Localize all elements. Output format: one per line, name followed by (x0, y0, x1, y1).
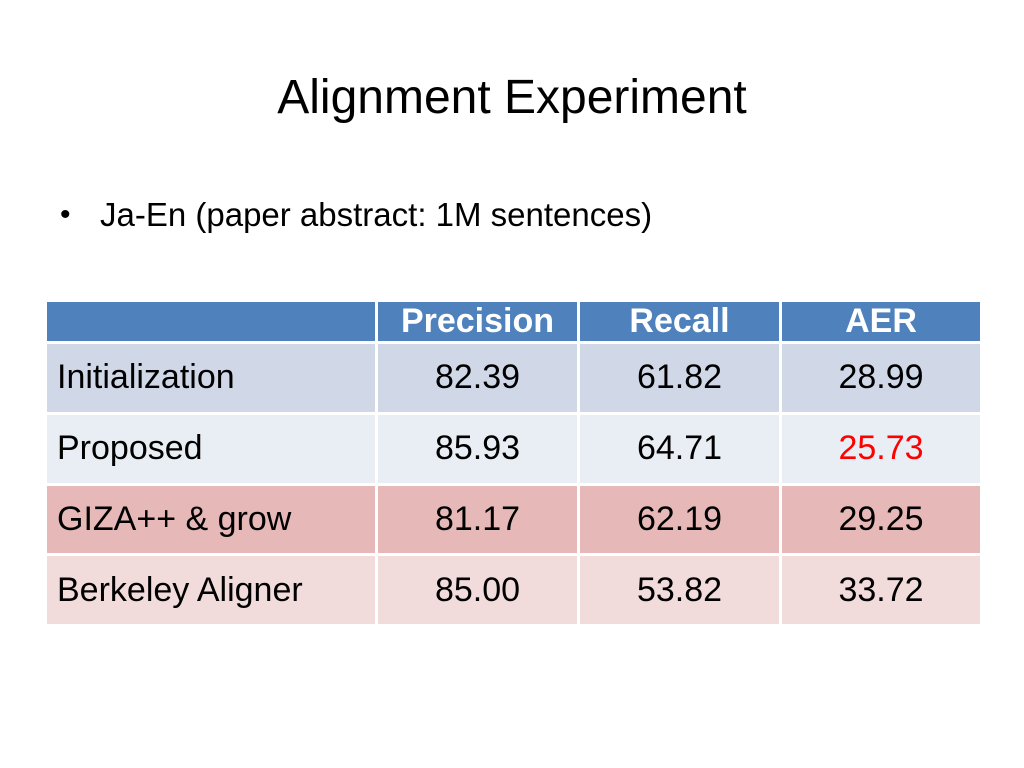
precision-cell: 85.00 (375, 553, 580, 627)
table-row: Proposed 85.93 64.71 25.73 (44, 411, 983, 486)
precision-cell: 81.17 (375, 482, 580, 557)
recall-cell: 62.19 (577, 482, 782, 557)
bullet-text: Ja-En (paper abstract: 1M sentences) (100, 196, 653, 233)
slide-title: Alignment Experiment (277, 71, 747, 124)
aer-cell: 28.99 (779, 341, 983, 415)
recall-cell: 61.82 (577, 341, 782, 415)
precision-cell: 85.93 (375, 411, 580, 486)
table-header-row: Precision Recall AER (44, 299, 983, 344)
row-label: Initialization (44, 341, 378, 415)
row-label: Berkeley Aligner (44, 553, 378, 627)
table-row: Berkeley Aligner 85.00 53.82 33.72 (44, 553, 983, 627)
results-table: Precision Recall AER Initialization 82.3… (44, 299, 983, 627)
aer-cell: 29.25 (779, 482, 983, 557)
bullet-dot-icon: • (60, 198, 71, 231)
aer-cell: 33.72 (779, 553, 983, 627)
precision-cell: 82.39 (375, 341, 580, 415)
bullet-item: • Ja-En (paper abstract: 1M sentences) (60, 190, 652, 240)
table-row: GIZA++ & grow 81.17 62.19 29.25 (44, 482, 983, 557)
recall-cell: 64.71 (577, 411, 782, 486)
aer-cell-highlighted: 25.73 (779, 411, 983, 486)
table-row: Initialization 82.39 61.82 28.99 (44, 341, 983, 415)
row-label: Proposed (44, 411, 378, 486)
header-recall: Recall (577, 299, 782, 344)
recall-cell: 53.82 (577, 553, 782, 627)
row-label: GIZA++ & grow (44, 482, 378, 557)
header-empty-cell (44, 299, 378, 344)
header-aer: AER (779, 299, 983, 344)
header-precision: Precision (375, 299, 580, 344)
